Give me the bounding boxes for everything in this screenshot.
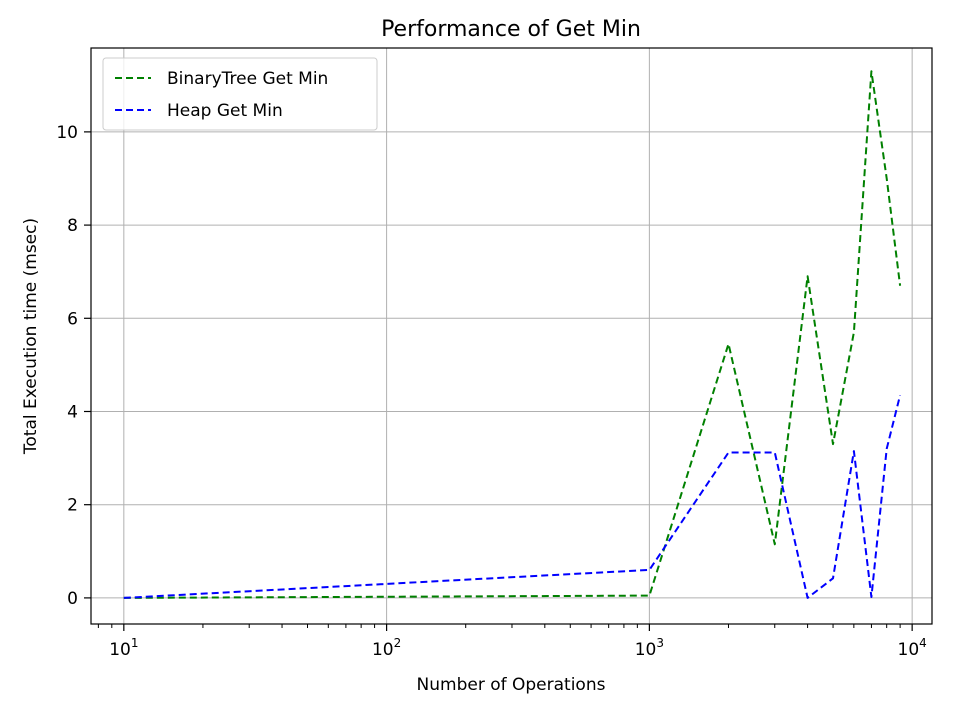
y-tick-label: 10	[56, 123, 78, 143]
legend-label-binarytree: BinaryTree Get Min	[167, 69, 328, 89]
y-tick-label: 8	[67, 216, 78, 236]
grid	[91, 48, 932, 624]
series-layer	[123, 70, 902, 599]
y-axis-label: Total Execution time (msec)	[21, 218, 41, 455]
y-tick-label: 6	[67, 309, 78, 329]
chart-title: Performance of Get Min	[381, 17, 641, 42]
x-axis-label: Number of Operations	[417, 675, 606, 695]
legend-box	[102, 57, 378, 131]
y-tick-label: 4	[67, 402, 78, 422]
series-line-heap	[123, 394, 902, 599]
plot-frame	[90, 47, 933, 625]
legend: BinaryTree Get Min Heap Get Min	[102, 57, 378, 131]
x-tick-label: 102	[372, 636, 401, 660]
x-tick-label: 104	[898, 636, 927, 660]
legend-label-heap: Heap Get Min	[167, 101, 283, 121]
minor-ticks	[97, 624, 901, 628]
x-axis-ticks: 101 102 103 104	[109, 624, 927, 660]
y-tick-label: 0	[67, 589, 78, 609]
x-tick-label: 103	[635, 636, 664, 660]
y-axis-ticks: 0 2 4 6 8 10	[56, 123, 91, 609]
series-line-binarytree	[123, 70, 902, 599]
x-tick-label: 101	[109, 636, 138, 660]
y-tick-label: 2	[67, 496, 78, 516]
